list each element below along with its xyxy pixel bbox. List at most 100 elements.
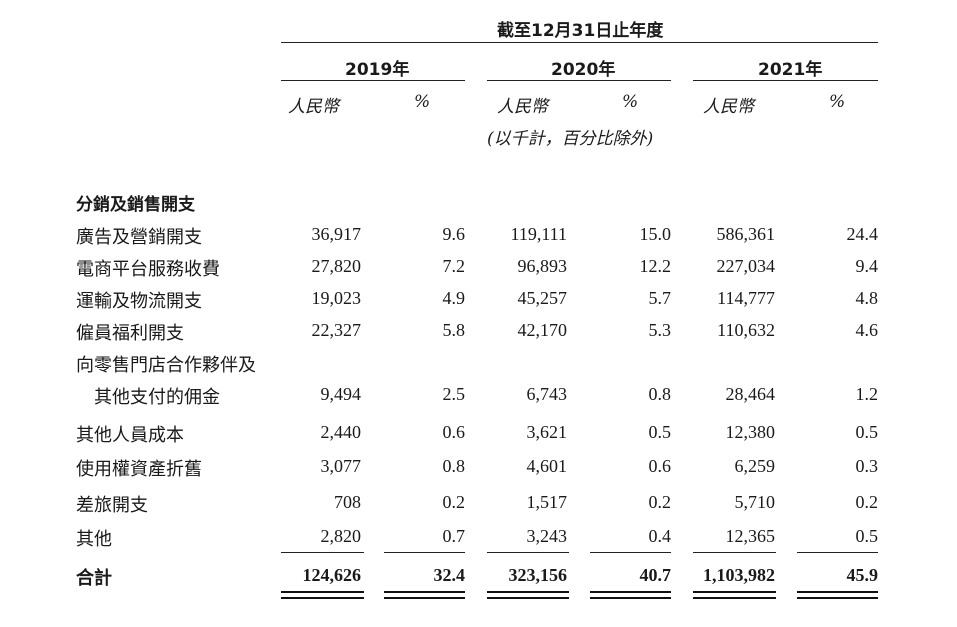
col-rmb-2021: 人民幣 <box>703 97 754 117</box>
row-value: 0.5 <box>648 422 672 442</box>
period-header: 截至12月31日止年度 <box>497 21 664 41</box>
row-value: 9.4 <box>855 256 879 276</box>
row-label: 其他人員成本 <box>76 425 184 446</box>
total-dline-3b <box>487 597 569 599</box>
total-label: 合計 <box>76 568 112 589</box>
row-value: 0.4 <box>648 526 672 546</box>
total-dline-2a <box>384 591 465 593</box>
row-value: 5.3 <box>648 320 672 340</box>
total-value: 40.7 <box>639 565 672 585</box>
row-value: 5.8 <box>442 320 466 340</box>
row-value: 0.2 <box>648 492 672 512</box>
total-dline-6b <box>797 597 878 599</box>
row-value: 0.5 <box>855 422 879 442</box>
row-value: 0.2 <box>855 492 879 512</box>
total-value: 45.9 <box>846 565 879 585</box>
year-2020-header: 2020年 <box>551 60 616 80</box>
row-value: 0.5 <box>855 526 879 546</box>
total-value: 32.4 <box>433 565 466 585</box>
row-value: 4.9 <box>442 288 466 308</box>
total-dline-5a <box>693 591 776 593</box>
total-dline-1b <box>281 597 364 599</box>
row-value: 114,777 <box>717 288 775 308</box>
row-value: 0.6 <box>442 422 466 442</box>
year-2019-underline <box>281 80 465 81</box>
row-value: 0.8 <box>442 456 466 476</box>
row-label: 運輸及物流開支 <box>76 291 202 312</box>
row-label: 向零售門店合作夥伴及 <box>76 355 256 376</box>
total-dline-4b <box>590 597 671 599</box>
col-pct-2020: % <box>622 92 639 112</box>
subtotal-line-6 <box>797 552 878 553</box>
row-value: 3,077 <box>320 456 362 476</box>
row-value: 19,023 <box>311 288 362 308</box>
row-value: 2.5 <box>442 384 466 404</box>
row-label: 使用權資產折舊 <box>76 459 202 480</box>
total-value: 323,156 <box>508 565 568 585</box>
subtotal-line-2 <box>384 552 465 553</box>
row-value: 5,710 <box>734 492 776 512</box>
total-dline-1a <box>281 591 364 593</box>
row-value: 3,621 <box>526 422 568 442</box>
row-value: 1,517 <box>526 492 568 512</box>
row-value: 96,893 <box>517 256 568 276</box>
year-2019-header: 2019年 <box>345 60 410 80</box>
row-value: 119,111 <box>510 224 568 244</box>
row-label: 差旅開支 <box>76 495 148 516</box>
row-value: 5.7 <box>648 288 672 308</box>
row-label-continued: 其他支付的佣金 <box>94 387 220 408</box>
row-value: 0.3 <box>855 456 879 476</box>
total-value: 124,626 <box>302 565 362 585</box>
col-pct-2021: % <box>829 92 846 112</box>
unit-note: (以千計，百分比除外) <box>487 129 654 149</box>
subtotal-line-3 <box>487 552 569 553</box>
row-value: 1.2 <box>855 384 879 404</box>
row-label: 其他 <box>76 529 112 550</box>
subtotal-line-1 <box>281 552 364 553</box>
row-value: 12.2 <box>639 256 672 276</box>
row-value: 3,243 <box>526 526 568 546</box>
total-dline-6a <box>797 591 878 593</box>
row-value: 42,170 <box>517 320 568 340</box>
year-2021-underline <box>693 80 878 81</box>
col-pct-2019: % <box>414 92 431 112</box>
row-value: 24.4 <box>846 224 879 244</box>
row-value: 2,440 <box>320 422 362 442</box>
period-underline <box>281 42 878 43</box>
row-value: 22,327 <box>311 320 362 340</box>
year-2021-header: 2021年 <box>758 60 823 80</box>
total-dline-5b <box>693 597 776 599</box>
row-value: 4.8 <box>855 288 879 308</box>
row-value: 45,257 <box>517 288 568 308</box>
year-2020-underline <box>487 80 671 81</box>
row-value: 28,464 <box>725 384 776 404</box>
col-rmb-2019: 人民幣 <box>288 97 339 117</box>
row-value: 27,820 <box>311 256 362 276</box>
row-value: 0.2 <box>442 492 466 512</box>
subtotal-line-4 <box>590 552 671 553</box>
row-value: 2,820 <box>320 526 362 546</box>
row-value: 227,034 <box>716 256 776 276</box>
row-label: 廣告及營銷開支 <box>76 227 202 248</box>
row-value: 6,259 <box>734 456 776 476</box>
row-value: 110,632 <box>717 320 775 340</box>
row-value: 708 <box>334 492 361 512</box>
row-value: 7.2 <box>442 256 466 276</box>
row-value: 4.6 <box>855 320 879 340</box>
row-value: 12,365 <box>725 526 776 546</box>
col-rmb-2020: 人民幣 <box>497 97 548 117</box>
section-title: 分銷及銷售開支 <box>76 195 195 215</box>
row-label: 僱員福利開支 <box>76 323 184 344</box>
row-value: 12,380 <box>725 422 776 442</box>
row-value: 6,743 <box>526 384 568 404</box>
subtotal-line-5 <box>693 552 776 553</box>
row-label: 電商平台服務收費 <box>76 259 220 280</box>
total-value: 1,103,982 <box>703 565 775 585</box>
row-value: 9,494 <box>320 384 362 404</box>
row-value: 586,361 <box>716 224 776 244</box>
row-value: 4,601 <box>526 456 568 476</box>
total-dline-2b <box>384 597 465 599</box>
total-dline-3a <box>487 591 569 593</box>
row-value: 0.8 <box>648 384 672 404</box>
row-value: 15.0 <box>639 224 672 244</box>
